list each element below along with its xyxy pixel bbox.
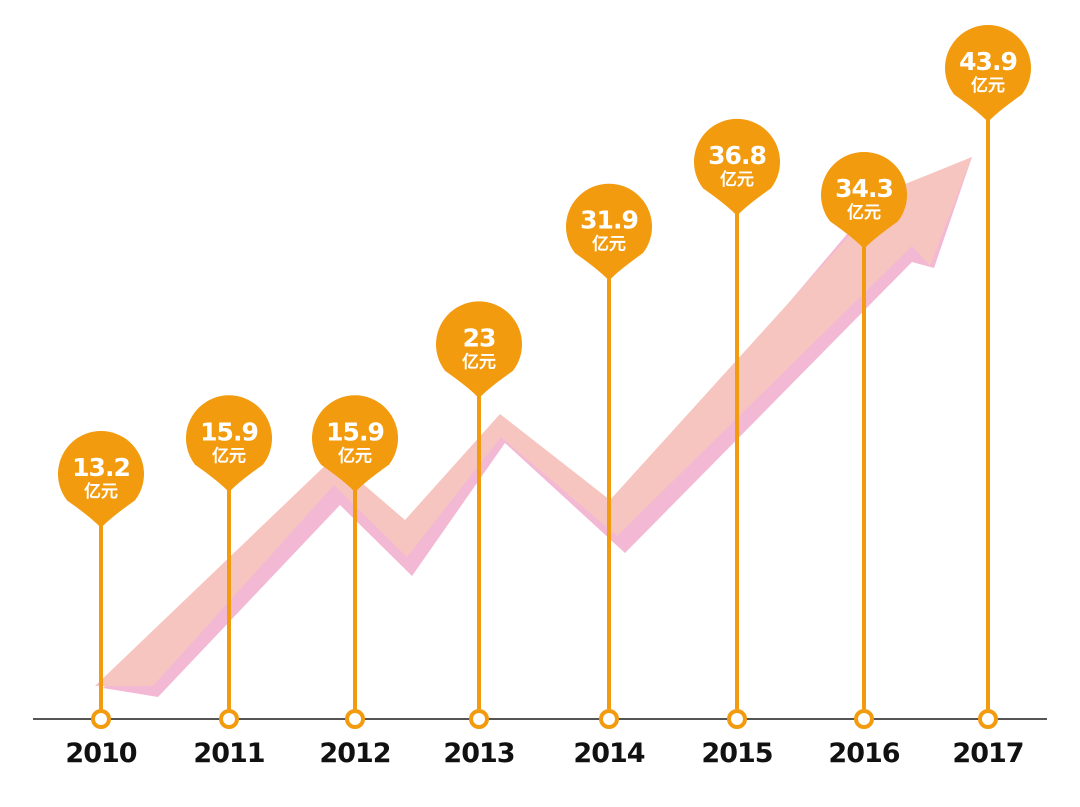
pin-marker <box>436 301 522 399</box>
x-tick-label: 2016 <box>828 738 899 769</box>
x-tick-label: 2010 <box>65 738 136 769</box>
x-axis-tick-labels: 2010 2011 2012 2013 2014 2015 2016 2017 <box>65 738 1024 769</box>
unit-label: 亿元 <box>84 481 118 502</box>
pin-marker <box>312 395 399 493</box>
x-tick-label: 2012 <box>319 738 390 769</box>
x-tick-label: 2017 <box>952 738 1023 769</box>
data-label: 36.8 <box>708 141 766 170</box>
pin-marker <box>945 24 1031 122</box>
pin-2012: 15.9亿元 <box>312 395 399 729</box>
axis-marker <box>854 709 874 729</box>
data-label: 13.2 <box>72 453 130 482</box>
axis-marker <box>219 709 239 729</box>
unit-label: 亿元 <box>338 445 372 466</box>
pin-marker <box>186 395 272 493</box>
data-label: 34.3 <box>835 174 893 203</box>
pin-2017: 43.9亿元 <box>945 24 1031 729</box>
x-tick-label: 2013 <box>443 738 514 769</box>
data-label: 31.9 <box>580 206 638 235</box>
x-tick-label: 2011 <box>193 738 264 769</box>
axis-marker <box>91 709 111 729</box>
unit-label: 亿元 <box>847 202 881 223</box>
pin-2016: 34.3亿元 <box>820 151 907 729</box>
data-label: 43.9 <box>959 47 1017 76</box>
data-label: 15.9 <box>326 417 384 446</box>
unit-label: 亿元 <box>720 169 754 190</box>
unit-label: 亿元 <box>592 234 626 255</box>
pin-2010: 13.2亿元 <box>58 430 145 729</box>
axis-marker <box>469 709 489 729</box>
x-tick-label: 2014 <box>573 738 644 769</box>
x-tick-label: 2015 <box>701 738 772 769</box>
unit-label: 亿元 <box>212 445 246 466</box>
pin-2015: 36.8亿元 <box>693 118 780 729</box>
axis-marker <box>599 709 619 729</box>
pin-2011: 15.9亿元 <box>186 395 272 729</box>
pin-marker <box>820 151 907 249</box>
data-label: 23 <box>463 323 496 352</box>
axis-marker <box>345 709 365 729</box>
axis-marker <box>727 709 747 729</box>
pin-marker <box>566 183 652 281</box>
axis-marker <box>978 709 998 729</box>
pin-marker <box>58 430 145 528</box>
data-label: 15.9 <box>200 417 258 446</box>
unit-label: 亿元 <box>462 351 496 372</box>
unit-label: 亿元 <box>971 75 1005 96</box>
pin-2014: 31.9亿元 <box>566 183 652 729</box>
pin-marker <box>693 118 780 216</box>
